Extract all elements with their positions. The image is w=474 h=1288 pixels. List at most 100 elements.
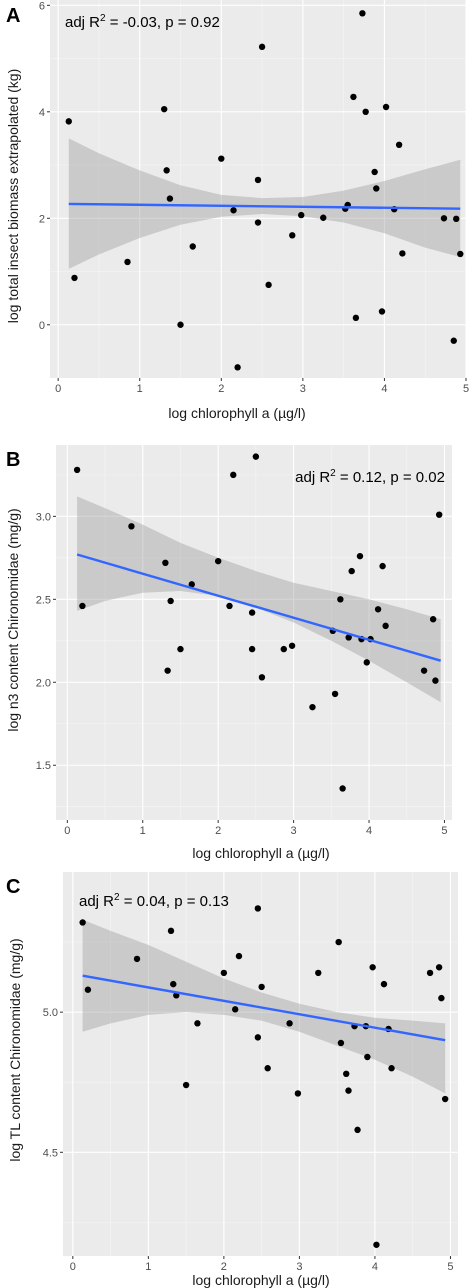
- y-tick-label: 5.0: [43, 1007, 58, 1019]
- data-point: [254, 905, 262, 912]
- data-point: [218, 155, 225, 162]
- y-axis-title: log total insect biomass extrapolated (k…: [5, 69, 21, 323]
- data-point: [337, 596, 344, 603]
- data-point: [220, 969, 228, 977]
- x-tick-label: 4: [381, 383, 387, 395]
- data-point: [432, 677, 439, 684]
- x-tick-label: 3: [296, 1261, 302, 1273]
- panel-label: B: [6, 449, 20, 471]
- data-point: [450, 337, 457, 344]
- x-tick-label: 1: [137, 383, 143, 395]
- data-point: [348, 567, 355, 575]
- confidence-band: [77, 496, 441, 703]
- data-point: [352, 314, 360, 322]
- data-point: [309, 703, 316, 711]
- x-tick-label: 1: [145, 1261, 151, 1273]
- data-point: [382, 622, 389, 630]
- data-point: [395, 141, 403, 149]
- data-point: [280, 645, 287, 653]
- data-point: [363, 659, 370, 666]
- data-point: [189, 243, 196, 250]
- data-point: [294, 1090, 302, 1097]
- data-point: [429, 616, 437, 623]
- data-point: [388, 1065, 395, 1072]
- data-point: [335, 938, 342, 946]
- confidence-band: [68, 138, 461, 269]
- data-point: [254, 176, 262, 184]
- data-point: [177, 321, 184, 328]
- y-tick-label: 3.0: [36, 511, 51, 523]
- data-point: [164, 667, 171, 674]
- y-tick-label: 4.5: [43, 1147, 58, 1159]
- data-point: [214, 557, 222, 565]
- x-axis-title: log chlorophyll a (µg/l): [168, 405, 305, 421]
- y-tick-label: 1.5: [36, 760, 51, 772]
- x-tick-label: 2: [218, 383, 224, 395]
- data-point: [188, 581, 195, 588]
- x-tick-label: 5: [447, 1261, 453, 1273]
- data-point: [382, 103, 390, 111]
- x-axis-title: log chlorophyll a (µg/l): [192, 845, 329, 861]
- data-point: [248, 645, 256, 653]
- data-point: [373, 185, 380, 192]
- data-point: [258, 43, 266, 51]
- plot-background: [63, 872, 458, 1256]
- trend-line: [76, 553, 442, 662]
- trend-line: [82, 974, 446, 1042]
- data-point: [320, 214, 327, 221]
- data-point: [435, 511, 443, 518]
- y-tick-label: 2: [39, 213, 45, 225]
- data-point: [371, 168, 378, 176]
- data-point: [73, 466, 81, 474]
- data-point: [258, 674, 266, 681]
- data-point: [364, 1053, 371, 1061]
- trend-line: [68, 202, 461, 210]
- data-point: [345, 634, 352, 641]
- y-tick-label: 4: [39, 107, 45, 119]
- data-point: [374, 606, 382, 613]
- data-point: [170, 980, 177, 988]
- data-point: [167, 597, 174, 605]
- data-point: [252, 453, 260, 460]
- panel-label: A: [6, 5, 20, 27]
- plot-background: [50, 0, 466, 378]
- data-point: [234, 364, 241, 371]
- data-point: [345, 1087, 352, 1094]
- data-point: [356, 552, 364, 560]
- data-point: [71, 274, 78, 282]
- plot-background: [56, 445, 452, 820]
- data-point: [379, 562, 386, 570]
- data-point: [426, 969, 434, 977]
- data-point: [231, 1006, 239, 1013]
- data-point: [453, 215, 460, 223]
- data-point: [399, 250, 406, 257]
- data-point: [378, 308, 386, 315]
- data-point: [230, 471, 237, 479]
- data-point: [440, 215, 448, 222]
- y-tick-label: 6: [39, 0, 45, 12]
- data-point: [362, 108, 369, 116]
- data-point: [337, 1039, 345, 1047]
- stats-annotation: adj R2 = -0.03, p = 0.92: [65, 13, 220, 31]
- data-point: [315, 969, 322, 977]
- data-point: [167, 927, 175, 935]
- data-point: [286, 1020, 293, 1027]
- x-tick-label: 0: [64, 825, 70, 837]
- x-tick-label: 2: [221, 1261, 227, 1273]
- y-tick-label: 2.0: [36, 677, 51, 689]
- data-point: [288, 642, 296, 649]
- y-axis-title: log TL content Chironomidae (mg/g): [7, 938, 23, 1161]
- data-point: [420, 667, 428, 674]
- y-tick-label: 2.5: [36, 594, 51, 606]
- data-point: [79, 602, 86, 610]
- data-point: [254, 219, 262, 226]
- data-point: [177, 645, 184, 653]
- data-point: [339, 785, 346, 792]
- panel-a: 0 1 2 3 4 5 0 2 4 6 log chlorophyll a (µg/l) log to…: [5, 0, 469, 421]
- data-point: [254, 1034, 262, 1041]
- data-point: [441, 1095, 449, 1103]
- data-point: [298, 211, 305, 219]
- panel-b: 0 1 2 3 4 5 1.5 2.0 2.5 3.0 log chlorophyll a (µg/…: [5, 445, 452, 861]
- x-tick-label: 0: [55, 383, 61, 395]
